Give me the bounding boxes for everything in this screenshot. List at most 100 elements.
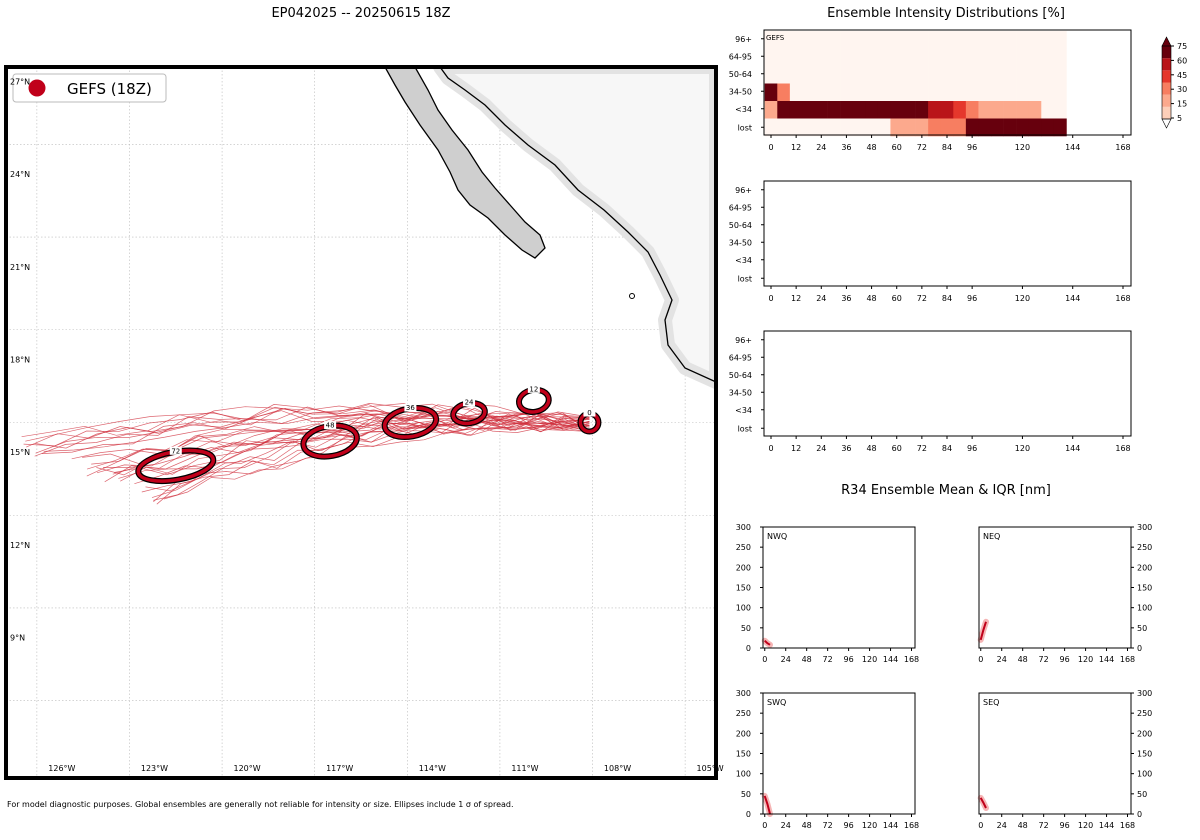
heatmap-cell (852, 118, 866, 137)
y-tick-label: 64-95 (729, 203, 752, 212)
colorbar-segment (1162, 82, 1171, 95)
ensemble-track (41, 408, 590, 454)
y-tick-label: 250 (736, 709, 751, 718)
heatmap-cell (978, 118, 992, 137)
socorro-island (629, 293, 635, 299)
heatmap-cell (777, 83, 791, 102)
heatmap-cell (940, 118, 954, 137)
x-tick-label: 36 (841, 143, 851, 152)
x-tick-label: 0 (978, 655, 983, 664)
x-tick-label: 0 (768, 444, 773, 453)
x-tick-label: 12 (791, 294, 801, 303)
x-tick-label: 0 (978, 821, 983, 830)
mexico-coastline (439, 67, 716, 383)
ensemble-track (34, 410, 590, 457)
heatmap-cell (940, 66, 954, 84)
heatmap-cell (978, 31, 992, 49)
heatmap-cell (802, 101, 816, 119)
heatmap-cell (965, 118, 979, 137)
colorbar-segment (1162, 106, 1171, 119)
longitude-label: 105°W (697, 764, 724, 773)
x-tick-label: 168 (1120, 655, 1135, 664)
heatmap-cell (877, 83, 891, 102)
heatmap-cell (991, 66, 1004, 84)
y-tick-label: 100 (1137, 770, 1152, 779)
ensemble-track (43, 404, 590, 452)
x-tick-label: 72 (917, 444, 927, 453)
x-tick-label: 24 (997, 821, 1007, 830)
y-tick-label: 200 (1137, 563, 1152, 572)
heatmap-cell (1041, 48, 1055, 67)
heatmap-cell (777, 31, 791, 49)
ensemble-track (113, 412, 590, 476)
heatmap-cell (827, 31, 841, 49)
heatmap-cell (940, 48, 954, 67)
heatmap-cell (890, 66, 904, 84)
heatmap-cell (865, 31, 879, 49)
heatmap-cell (1053, 66, 1067, 84)
heatmap-cell (1041, 118, 1055, 137)
x-tick-label: 0 (762, 655, 767, 664)
quadrant-label: SEQ (983, 698, 999, 707)
y-tick-label: 50-64 (729, 371, 752, 380)
y-tick-label: 50 (741, 790, 751, 799)
panel-frame (762, 526, 916, 649)
y-tick-label: 150 (736, 584, 751, 593)
x-tick-label: 144 (1065, 444, 1080, 453)
heatmap-cell (827, 101, 841, 119)
x-tick-label: 72 (823, 655, 833, 664)
panel-frame (763, 180, 1132, 287)
panel-frame (978, 526, 1132, 649)
heatmap-cell (978, 66, 992, 84)
heatmap-cell (1003, 101, 1017, 119)
heatmap-cell (965, 31, 979, 49)
heatmap-cell (852, 101, 866, 119)
x-tick-label: 168 (1115, 143, 1130, 152)
heatmap-cell (1041, 101, 1055, 119)
x-tick-label: 96 (967, 294, 977, 303)
r34-panel: SWQ 300 250 200 150 100 50 0 0 24 48 72 96 120 144 168 (736, 689, 919, 830)
heatmap-cell (1028, 66, 1042, 84)
heatmap-cell (827, 48, 841, 67)
panel-frame (763, 330, 1132, 437)
heatmap-cell (764, 101, 778, 119)
heatmap-cell (1003, 83, 1017, 102)
y-tick-label: 300 (736, 523, 751, 532)
x-tick-label: 48 (866, 294, 876, 303)
heatmap-cell (903, 101, 916, 119)
latitude-labels: 27°N 24°N 21°N 18°N 15°N 12°N 9°N (10, 77, 30, 642)
heatmap-cell (890, 48, 904, 67)
heatmap-cell (789, 83, 803, 102)
heatmap-cell (940, 31, 954, 49)
y-tick-label: 0 (1137, 644, 1142, 653)
heatmap-cell (915, 31, 929, 49)
heatmap-cell (965, 101, 979, 119)
heatmap-cell (777, 66, 791, 84)
ellipse-label-bg (324, 421, 337, 430)
heatmap-cell (815, 83, 828, 102)
heatmap-cell (928, 48, 942, 67)
heatmap-cell (1041, 66, 1055, 84)
y-tick-label: 96+ (735, 336, 752, 345)
colorbar-segment (1162, 94, 1171, 107)
heatmap-cell (815, 101, 828, 119)
x-tick-label: 144 (1065, 143, 1080, 152)
map-frame (4, 65, 718, 780)
x-tick-label: 48 (866, 444, 876, 453)
heatmap-cell (890, 31, 904, 49)
x-tick-label: 72 (1039, 821, 1049, 830)
latitude-label: 15°N (10, 448, 30, 457)
x-tick-label: 24 (816, 444, 826, 453)
y-tick-label: 300 (1137, 523, 1152, 532)
x-tick-label: 120 (862, 655, 877, 664)
ensemble-track (23, 403, 590, 447)
r34-mean-line (979, 797, 987, 809)
y-tick-label: 200 (736, 729, 751, 738)
heatmap-cell (764, 118, 778, 137)
colorbar-segment (1162, 46, 1171, 59)
ensemble-track (156, 417, 590, 505)
y-tick-label: 250 (1137, 709, 1152, 718)
y-tick-label: 50-64 (729, 221, 752, 230)
heatmap-cell (1003, 118, 1017, 137)
